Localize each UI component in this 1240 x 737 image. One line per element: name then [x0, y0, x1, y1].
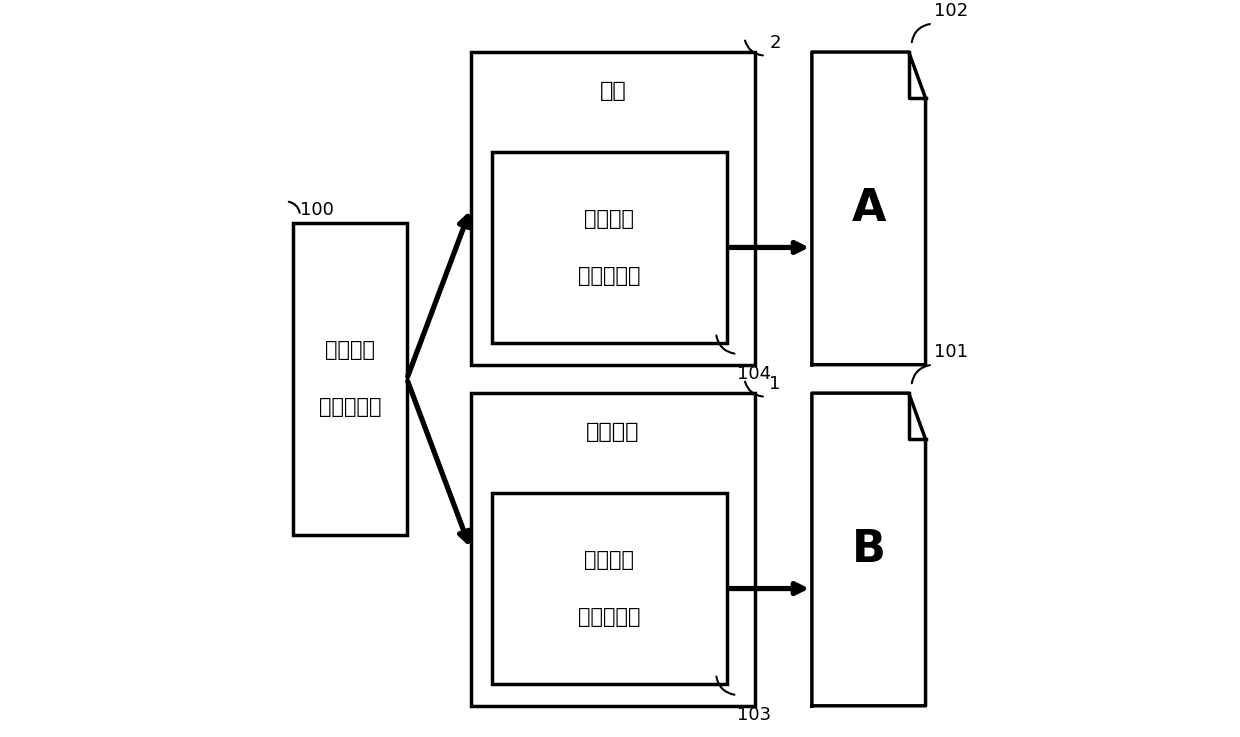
- Text: 104: 104: [738, 365, 771, 383]
- Text: 的颜色转换: 的颜色转换: [578, 266, 641, 286]
- Text: 103: 103: [738, 706, 771, 724]
- Text: （块图像）: （块图像）: [319, 397, 381, 417]
- Text: 用于打印: 用于打印: [584, 209, 635, 229]
- Text: 用于打印: 用于打印: [584, 550, 635, 570]
- Text: 101: 101: [934, 343, 968, 361]
- Text: 输入图像: 输入图像: [325, 340, 374, 360]
- Text: 2: 2: [769, 34, 781, 52]
- Text: 100: 100: [300, 201, 334, 220]
- Text: 目标: 目标: [599, 81, 626, 101]
- Text: 模拟装置: 模拟装置: [587, 422, 640, 442]
- Text: 的颜色转换: 的颜色转换: [578, 607, 641, 627]
- Text: 102: 102: [934, 2, 968, 20]
- Text: 1: 1: [769, 375, 781, 393]
- Text: B: B: [852, 528, 885, 571]
- Text: A: A: [852, 187, 885, 230]
